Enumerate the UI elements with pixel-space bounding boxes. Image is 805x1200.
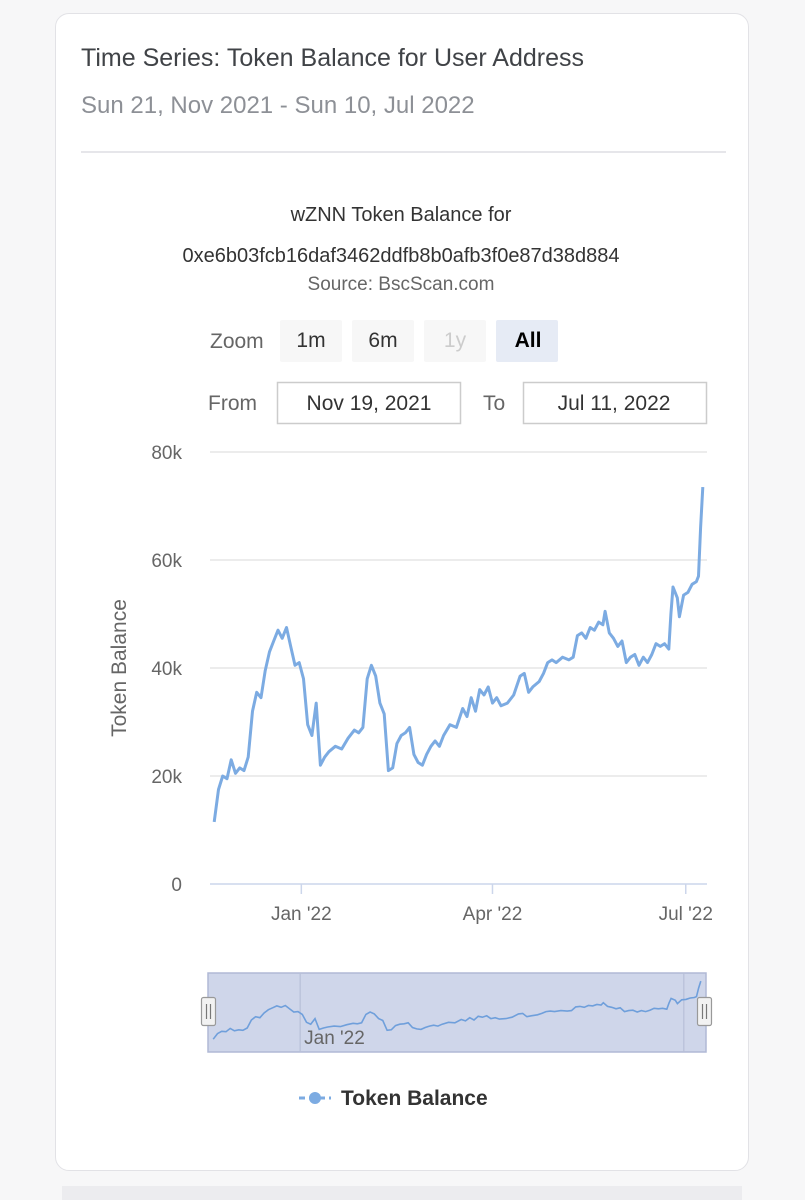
- from-date-input[interactable]: Nov 19, 2021: [276, 381, 462, 425]
- y-tick-label: 0: [171, 875, 182, 896]
- zoom-1y-label: 1y: [444, 329, 467, 352]
- token-balance-series-line: [212, 487, 705, 823]
- zoom-6m-button[interactable]: 6m: [352, 320, 414, 362]
- chart-subtitle-source: Source: BscScan.com: [308, 274, 495, 295]
- card-date-range: Sun 21, Nov 2021 - Sun 10, Jul 2022: [81, 92, 475, 119]
- y-tick-label: 40k: [151, 659, 182, 680]
- to-date-input[interactable]: Jul 11, 2022: [522, 381, 708, 425]
- y-axis-title: Token Balance: [108, 599, 131, 737]
- y-tick-label: 60k: [151, 551, 182, 572]
- legend-marker: [309, 1092, 321, 1104]
- x-axis-ticks: Jan '22 Apr '22 Jul '22: [271, 884, 713, 925]
- chart-title-line1: wZNN Token Balance for: [290, 204, 512, 226]
- x-tick-label: Jul '22: [659, 904, 713, 925]
- next-card-edge: [62, 1186, 742, 1200]
- zoom-1m-button[interactable]: 1m: [280, 320, 342, 362]
- navigator-left-handle[interactable]: [200, 996, 217, 1027]
- x-tick-label: Apr '22: [463, 904, 523, 925]
- zoom-1m-label: 1m: [296, 329, 325, 352]
- to-label: To: [483, 392, 505, 415]
- zoom-1y-button[interactable]: 1y: [424, 320, 486, 362]
- navigator-right-handle[interactable]: [696, 996, 713, 1027]
- from-label: From: [208, 392, 257, 415]
- x-tick-label: Jan '22: [271, 904, 332, 925]
- legend-label: Token Balance: [341, 1087, 488, 1110]
- navigator[interactable]: Jan '22: [200, 972, 713, 1053]
- zoom-all-label: All: [515, 329, 542, 352]
- grid-lines: [210, 451, 707, 777]
- card-title: Time Series: Token Balance for User Addr…: [81, 44, 585, 72]
- zoom-all-button[interactable]: All: [496, 320, 558, 362]
- legend-item-token-balance[interactable]: Token Balance: [299, 1087, 488, 1110]
- navigator-series-line: [212, 980, 702, 1040]
- y-tick-label: 20k: [151, 767, 182, 788]
- y-axis-ticks: 0 20k 40k 60k 80k: [151, 443, 182, 896]
- to-date-value: Jul 11, 2022: [558, 392, 671, 415]
- zoom-6m-label: 6m: [368, 329, 397, 352]
- zoom-label: Zoom: [210, 330, 264, 353]
- header-divider: [81, 151, 726, 153]
- navigator-tick-label: Jan '22: [304, 1028, 365, 1049]
- navigator-mask: [207, 972, 707, 1053]
- chart-title-address: 0xe6b03fcb16daf3462ddfb8b0afb3f0e87d38d8…: [182, 245, 619, 267]
- y-tick-label: 80k: [151, 443, 182, 464]
- from-date-value: Nov 19, 2021: [307, 392, 432, 415]
